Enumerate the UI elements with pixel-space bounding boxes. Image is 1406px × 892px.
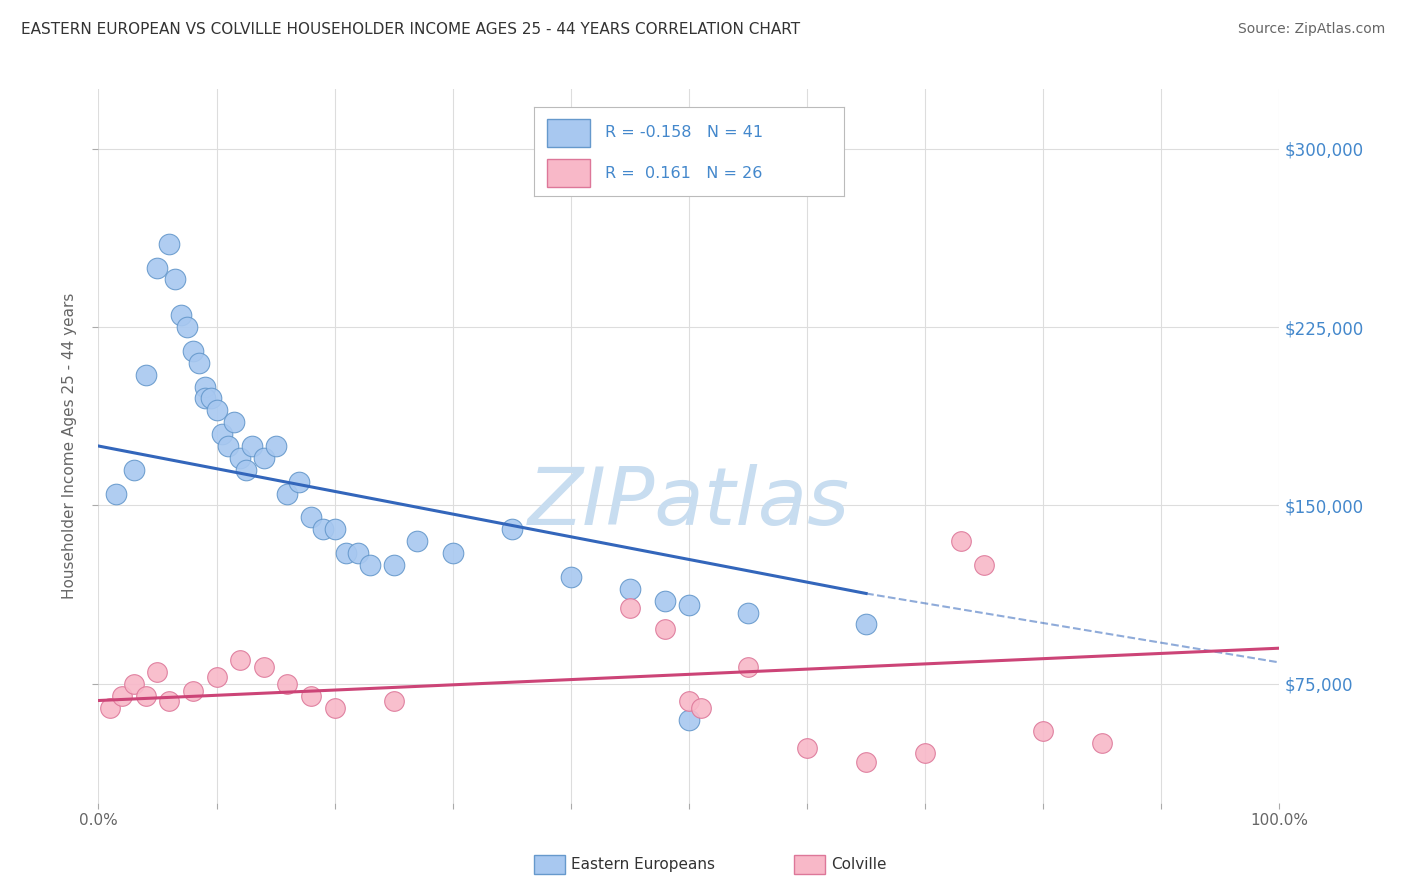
Text: R =  0.161   N = 26: R = 0.161 N = 26 [606, 166, 763, 180]
Point [689, 700, 711, 714]
Point [111, 689, 134, 703]
Point [323, 522, 346, 536]
Y-axis label: Householder Income Ages 25 - 44 years: Householder Income Ages 25 - 44 years [62, 293, 77, 599]
Point [501, 522, 523, 536]
Point [135, 689, 157, 703]
Point [323, 700, 346, 714]
Point [1032, 724, 1054, 739]
Text: Source: ZipAtlas.com: Source: ZipAtlas.com [1237, 22, 1385, 37]
Point [105, 486, 128, 500]
Point [441, 546, 464, 560]
Point [200, 392, 222, 406]
Point [217, 439, 239, 453]
Bar [547, 159, 591, 187]
Point [406, 534, 429, 549]
Point [359, 558, 381, 572]
Point [165, 272, 187, 286]
Point [619, 582, 641, 596]
Point [619, 600, 641, 615]
Point [276, 677, 298, 691]
Point [194, 392, 217, 406]
Point [914, 746, 936, 760]
Point [264, 439, 287, 453]
Point [187, 356, 209, 370]
Point [253, 660, 276, 674]
Point [299, 689, 322, 703]
Point [973, 558, 995, 572]
Point [678, 599, 700, 613]
Point [299, 510, 322, 524]
Point [240, 439, 263, 453]
Point [796, 741, 818, 756]
Point [312, 522, 335, 536]
Point [737, 606, 759, 620]
Point [146, 260, 169, 275]
Point [654, 622, 676, 636]
Point [122, 677, 145, 691]
Point [135, 368, 157, 382]
Point [855, 756, 877, 770]
Text: EASTERN EUROPEAN VS COLVILLE HOUSEHOLDER INCOME AGES 25 - 44 YEARS CORRELATION C: EASTERN EUROPEAN VS COLVILLE HOUSEHOLDER… [21, 22, 800, 37]
Point [194, 379, 217, 393]
Point [224, 415, 246, 429]
Point [678, 713, 700, 727]
Point [949, 534, 972, 549]
Bar [547, 119, 591, 147]
Point [288, 475, 311, 489]
Point [382, 693, 405, 707]
Point [205, 403, 228, 417]
Point [98, 700, 121, 714]
Point [737, 660, 759, 674]
Point [181, 684, 204, 698]
Text: R = -0.158   N = 41: R = -0.158 N = 41 [606, 126, 763, 140]
Point [560, 570, 582, 584]
Point [181, 343, 204, 358]
Point [211, 427, 233, 442]
Text: ZIPatlas: ZIPatlas [527, 464, 851, 542]
Point [855, 617, 877, 632]
Point [347, 546, 370, 560]
Point [229, 653, 252, 667]
Point [146, 665, 169, 679]
Point [382, 558, 405, 572]
Point [157, 236, 180, 251]
Point [205, 670, 228, 684]
Point [253, 450, 276, 465]
Point [122, 463, 145, 477]
Point [170, 308, 193, 322]
Point [235, 463, 257, 477]
Point [678, 693, 700, 707]
Text: Eastern Europeans: Eastern Europeans [571, 857, 714, 871]
Point [276, 486, 298, 500]
Point [1091, 736, 1114, 750]
Point [229, 450, 252, 465]
Point [157, 693, 180, 707]
Point [335, 546, 357, 560]
Point [176, 320, 198, 334]
Text: Colville: Colville [831, 857, 886, 871]
Point [654, 593, 676, 607]
